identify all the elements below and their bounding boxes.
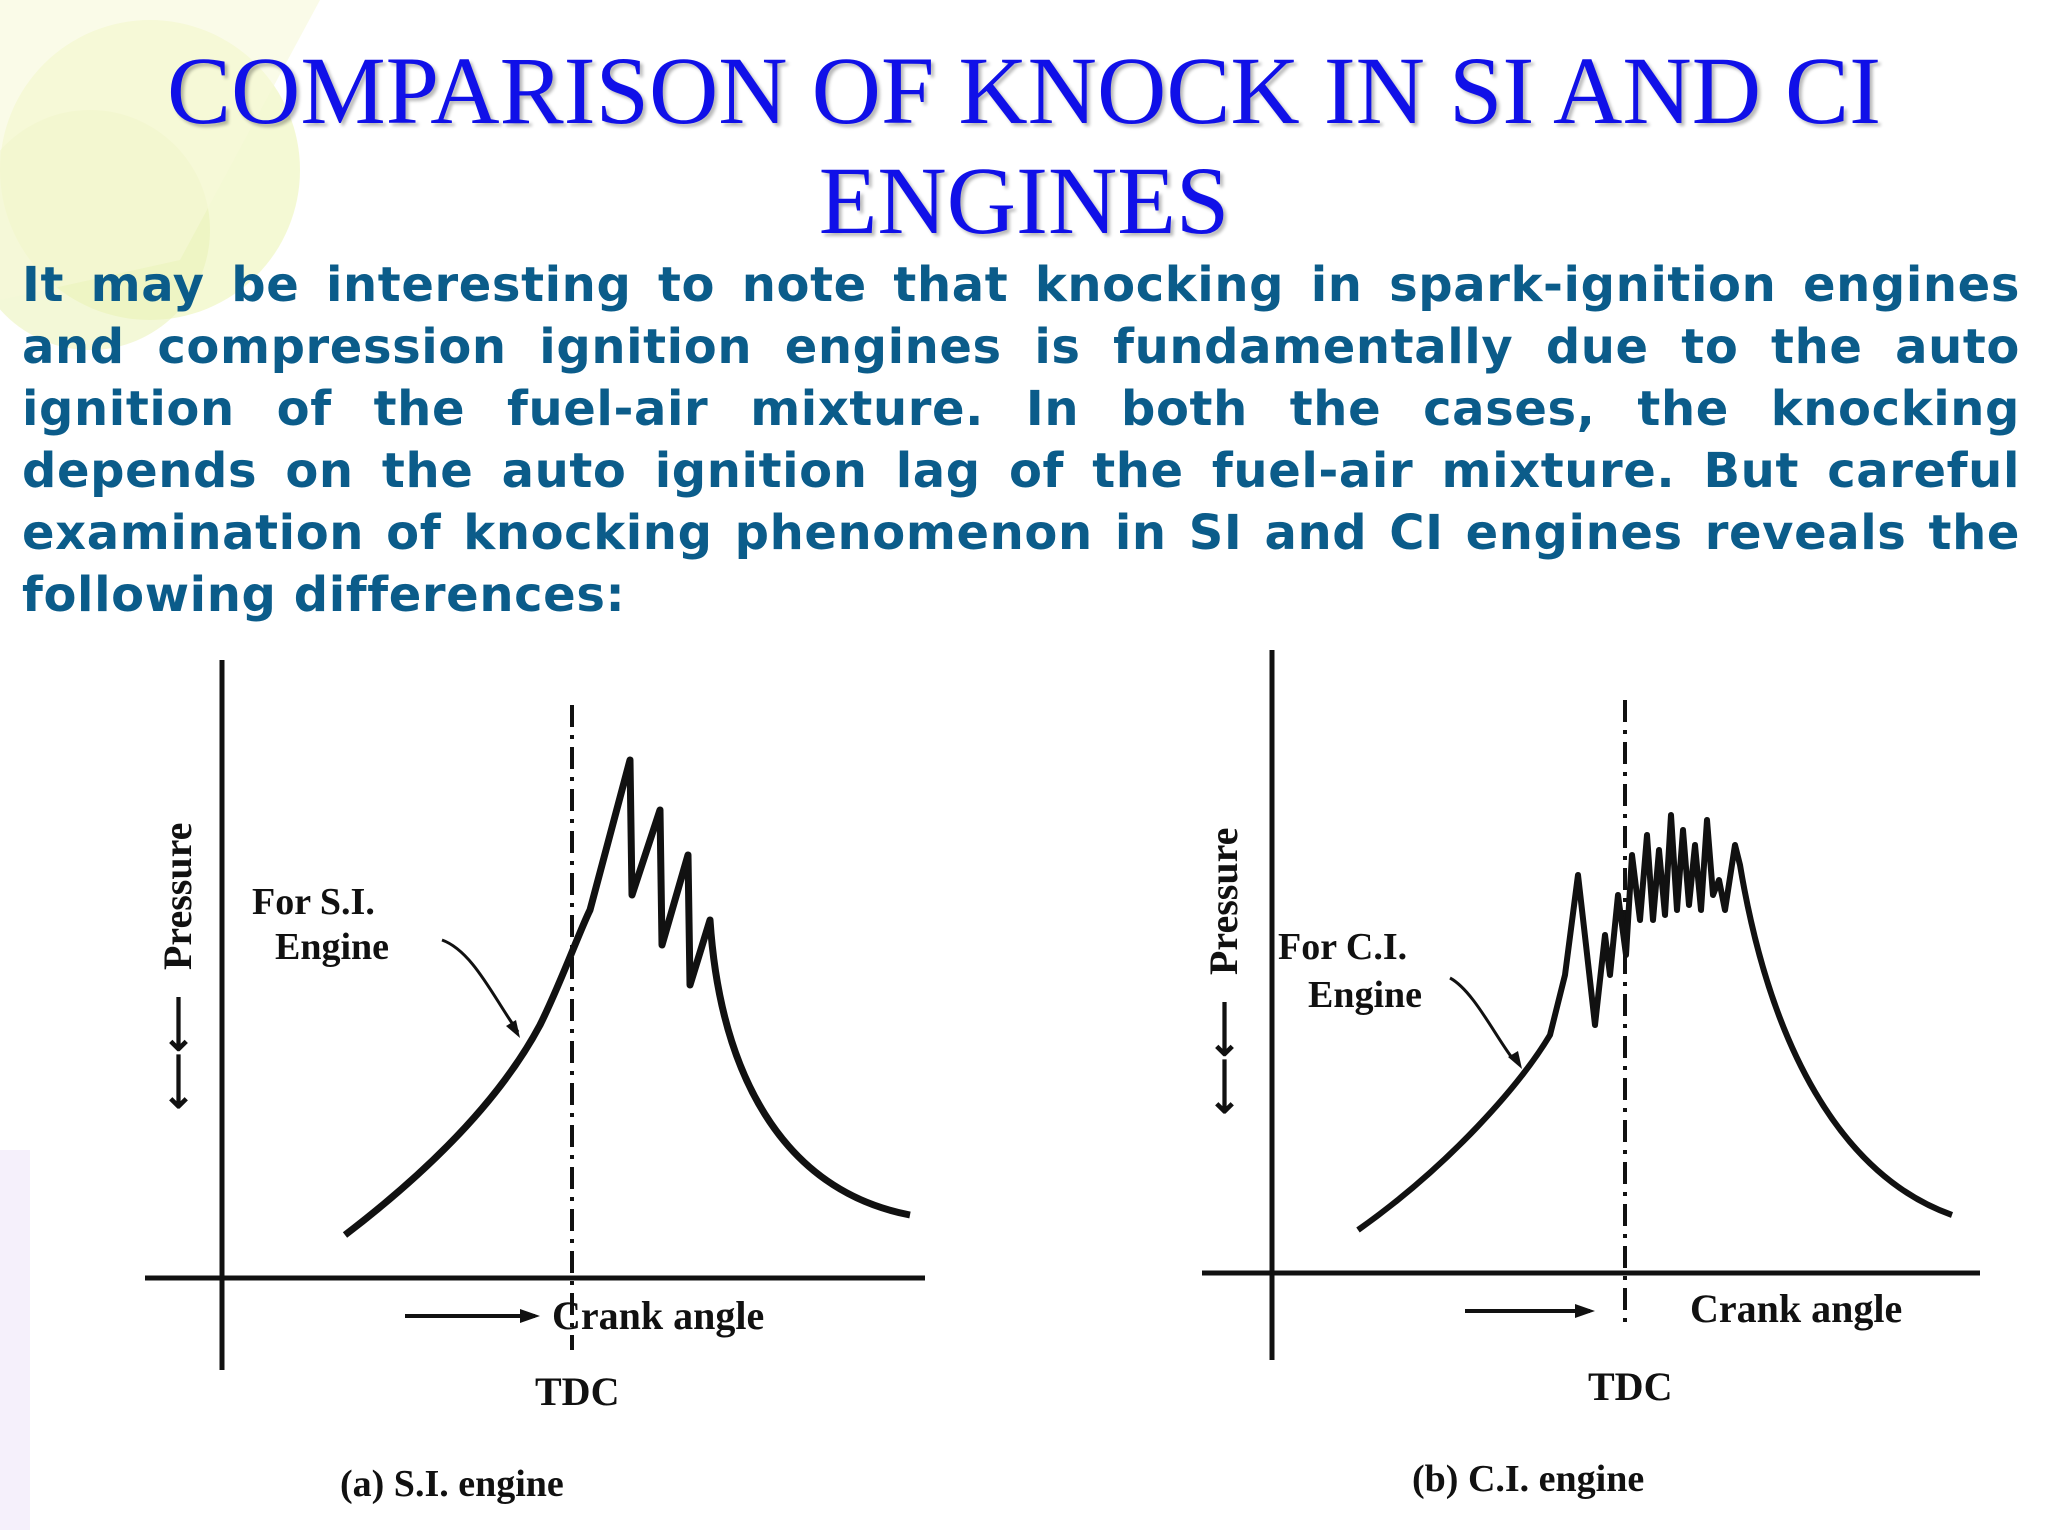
x-axis-label: Crank angle	[552, 1293, 765, 1338]
leader-arrowhead	[1508, 1051, 1522, 1069]
leader-line	[1449, 976, 1520, 1065]
figure-caption: (b) C.I. engine	[1412, 1458, 1645, 1500]
y-axis-arrow: ⟵⟵	[155, 995, 200, 1110]
pressure-curve	[342, 756, 911, 1238]
pressure-curve	[1356, 812, 1954, 1233]
x-direction-arrowhead	[520, 1309, 540, 1323]
ci-engine-diagram: Pressure ⟵⟵ For C.I. Engine Crank angle …	[1140, 645, 2010, 1525]
body-paragraph: It may be interesting to note that knock…	[22, 257, 2020, 623]
curve-label-line-1: For C.I.	[1278, 926, 1408, 968]
x-direction-arrowhead	[1575, 1304, 1595, 1318]
ci-engine-plot	[1202, 650, 1980, 1360]
leader-line	[441, 938, 520, 1033]
x-axis-label: Crank angle	[1690, 1286, 1903, 1331]
y-axis-arrow: ⟵⟵	[1201, 1000, 1246, 1115]
y-axis-label: Pressure	[1201, 827, 1246, 975]
y-axis-label: Pressure	[155, 822, 200, 970]
title-line-2: ENGINES	[818, 147, 1230, 254]
si-engine-diagram: Pressure ⟵⟵ For S.I. Engine Crank angle …	[140, 650, 960, 1530]
leader-arrowhead	[506, 1020, 520, 1038]
figure-caption: (a) S.I. engine	[340, 1463, 564, 1505]
tdc-label: TDC	[535, 1369, 620, 1414]
slide-title: COMPARISON OF KNOCK IN SI AND CI ENGINES	[0, 36, 2048, 256]
si-engine-plot	[145, 660, 925, 1370]
curve-label-line-2: Engine	[1308, 974, 1423, 1016]
tdc-label: TDC	[1588, 1364, 1673, 1409]
curve-label-line-1: For S.I.	[252, 881, 375, 923]
title-line-1: COMPARISON OF KNOCK IN SI AND CI	[166, 37, 1882, 144]
curve-label-line-2: Engine	[275, 926, 390, 968]
